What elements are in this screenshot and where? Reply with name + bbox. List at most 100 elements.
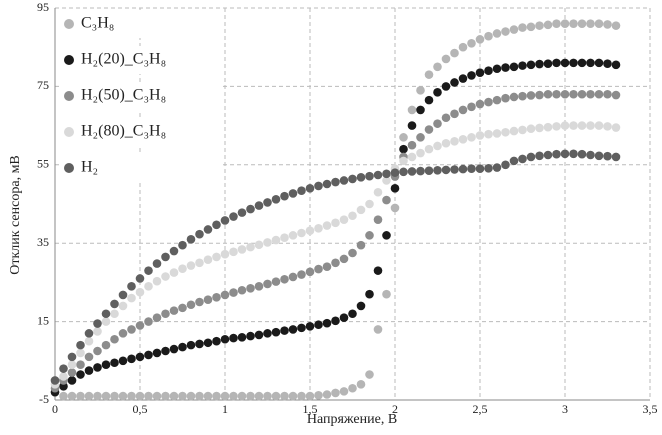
point: [263, 391, 272, 401]
point: [458, 164, 468, 174]
point: [254, 201, 264, 210]
point: [467, 102, 476, 112]
point: [169, 268, 179, 277]
point: [93, 346, 102, 356]
point: [212, 336, 221, 346]
point: [586, 58, 595, 68]
point: [331, 218, 340, 228]
y-tick-label: 35: [37, 235, 49, 249]
point: [552, 89, 561, 99]
point: [458, 105, 468, 115]
point: [305, 226, 315, 235]
point: [492, 163, 502, 172]
point: [135, 321, 145, 330]
point: [611, 152, 621, 162]
point: [246, 204, 255, 214]
point: [594, 121, 604, 130]
point: [161, 309, 170, 319]
point: [611, 90, 621, 100]
point: [467, 133, 476, 142]
legend-bg: [61, 154, 221, 182]
point: [110, 334, 119, 344]
point: [339, 254, 349, 264]
point: [169, 246, 179, 256]
point: [322, 179, 332, 189]
point: [101, 309, 111, 319]
point: [195, 339, 204, 349]
y-tick-label: 95: [37, 0, 49, 14]
point: [441, 165, 451, 175]
x-tick-label: 3: [562, 402, 568, 416]
point: [407, 140, 417, 150]
point: [118, 290, 128, 300]
point: [399, 133, 408, 142]
point: [178, 240, 187, 250]
point: [356, 301, 366, 311]
point: [552, 149, 561, 159]
point: [331, 177, 340, 187]
legend-marker: [64, 127, 74, 137]
point: [237, 245, 247, 254]
point: [101, 317, 111, 326]
point: [280, 391, 289, 401]
point: [237, 332, 247, 342]
point: [373, 325, 383, 334]
point: [382, 176, 391, 185]
point: [297, 228, 306, 238]
point: [178, 342, 187, 352]
point: [441, 82, 451, 91]
point: [560, 121, 570, 130]
point: [611, 123, 621, 132]
point: [288, 189, 298, 198]
point: [67, 376, 77, 385]
point: [84, 352, 94, 362]
point: [118, 329, 128, 338]
y-tick-label: 55: [37, 157, 49, 171]
point: [288, 391, 298, 401]
point: [475, 164, 485, 174]
point: [178, 303, 187, 313]
point: [492, 95, 502, 105]
point: [458, 74, 468, 83]
point: [322, 390, 332, 399]
point: [603, 59, 612, 68]
point: [603, 89, 612, 99]
point: [560, 149, 570, 159]
point: [118, 391, 128, 401]
point: [229, 212, 238, 221]
point: [475, 131, 485, 140]
point: [365, 171, 374, 181]
point: [297, 186, 306, 195]
point: [203, 255, 213, 264]
point: [356, 240, 366, 250]
point: [161, 272, 170, 281]
point: [475, 35, 485, 44]
point: [59, 364, 68, 373]
point: [586, 89, 595, 99]
point: [314, 224, 323, 233]
point: [305, 391, 315, 401]
point: [84, 329, 94, 338]
point: [169, 306, 179, 315]
point: [365, 370, 374, 379]
point: [543, 89, 553, 99]
point: [195, 391, 204, 401]
point: [577, 89, 587, 99]
point: [611, 60, 621, 70]
point: [237, 208, 247, 217]
point: [399, 167, 408, 177]
point: [424, 95, 434, 105]
x-tick-label: 0,5: [133, 402, 148, 416]
point: [229, 333, 238, 343]
point: [569, 19, 578, 28]
point: [101, 340, 111, 350]
point: [331, 258, 340, 268]
point: [518, 125, 527, 135]
point: [220, 216, 230, 225]
point: [195, 229, 204, 239]
point: [365, 289, 374, 299]
point: [67, 391, 77, 401]
point: [390, 168, 400, 177]
legend-label: H₂(80)_C₃H₈: [81, 123, 166, 140]
